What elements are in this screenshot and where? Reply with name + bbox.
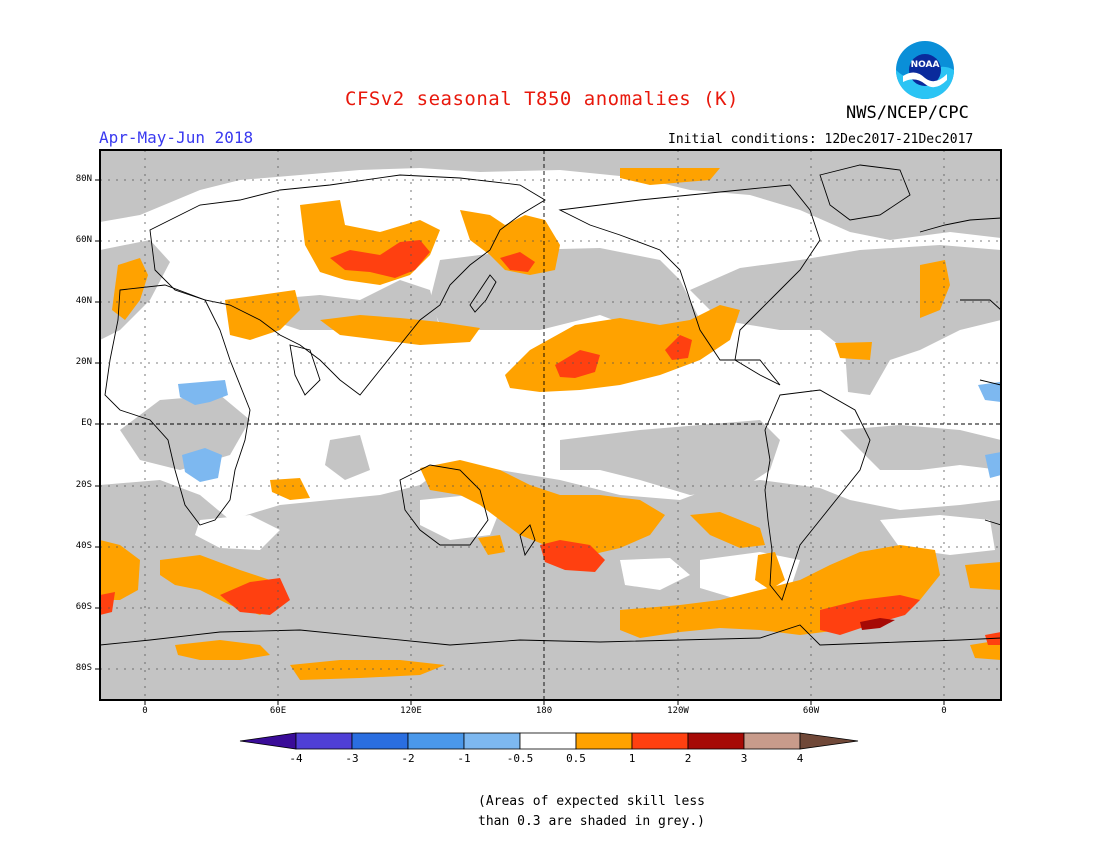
axis-ticks [95, 179, 945, 705]
colorbar-1-2 [631, 732, 689, 750]
strong-warm-anomaly-areas [100, 240, 1001, 645]
lat-label-20s: 20S [75, 480, 92, 490]
colorbar-m05-05 [519, 732, 577, 750]
map-frame [99, 149, 1002, 701]
equator-dateline [100, 150, 1001, 700]
cool-anomaly-areas [178, 380, 1001, 482]
colorbar-2-3 [687, 732, 745, 750]
lat-label-eq: EQ [81, 418, 92, 428]
lat-label-60s: 60S [75, 602, 92, 612]
colorbar-label-1: 1 [628, 752, 636, 765]
colorbar-lt-minus4 [239, 732, 297, 750]
colorbar-label-m2: -2 [401, 752, 415, 765]
colorbar-m4-m3 [295, 732, 353, 750]
lon-label-60e: 60E [269, 706, 287, 716]
colorbar-m1-m05 [463, 732, 521, 750]
chart-title: CFSv2 seasonal T850 anomalies (K) [345, 88, 739, 110]
skill-footnote: (Areas of expected skill less than 0.3 a… [478, 792, 705, 832]
lon-label-120e: 120E [400, 706, 422, 716]
lon-label-180: 180 [535, 706, 553, 716]
skill-footnote-line1: (Areas of expected skill less [478, 794, 705, 809]
colorbar-3-4 [743, 732, 801, 750]
initial-conditions-label: Initial conditions: 12Dec2017-21Dec2017 [668, 132, 974, 147]
colorbar [239, 732, 859, 750]
noaa-logo: NOAA [896, 41, 954, 99]
colorbar-label-4: 4 [796, 752, 804, 765]
lon-label-120w: 120W [667, 706, 689, 716]
colorbar-05-1 [575, 732, 633, 750]
lon-label-0-right: 0 [941, 706, 947, 716]
lat-label-40s: 40S [75, 541, 92, 551]
very-strong-warm-anomaly-areas [860, 618, 895, 630]
lat-label-60n: 60N [75, 235, 92, 245]
lat-label-20n: 20N [75, 357, 92, 367]
colorbar-label-m05: -0.5 [506, 752, 534, 765]
colorbar-label-05: 0.5 [566, 752, 586, 765]
colorbar-label-m1: -1 [457, 752, 471, 765]
lat-label-40n: 40N [75, 296, 92, 306]
lon-label-0-left: 0 [142, 706, 148, 716]
colorbar-label-2: 2 [684, 752, 692, 765]
skill-footnote-line2: than 0.3 are shaded in grey.) [478, 814, 705, 829]
lat-label-80n: 80N [75, 174, 92, 184]
colorbar-label-3: 3 [740, 752, 748, 765]
org-label: NWS/NCEP/CPC [846, 103, 969, 123]
colorbar-label-m3: -3 [345, 752, 359, 765]
lon-label-60w: 60W [802, 706, 820, 716]
colorbar-label-m4: -4 [289, 752, 303, 765]
noaa-logo-text: NOAA [911, 60, 940, 70]
colorbar-gt4 [799, 732, 859, 750]
lat-label-80s: 80S [75, 663, 92, 673]
colorbar-m2-m1 [407, 732, 465, 750]
coastlines [100, 164, 1001, 646]
colorbar-m3-m2 [351, 732, 409, 750]
season-label: Apr-May-Jun 2018 [99, 128, 254, 147]
